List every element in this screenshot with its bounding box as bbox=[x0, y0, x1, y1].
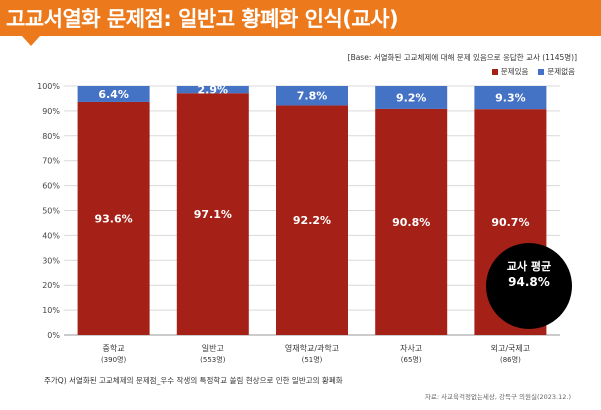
y-tick-label: 10% bbox=[42, 306, 60, 315]
x-category-label: 자사고 bbox=[400, 344, 422, 353]
y-tick-label: 30% bbox=[42, 256, 60, 265]
y-tick-label: 80% bbox=[42, 132, 60, 141]
bar-problem bbox=[276, 105, 348, 335]
page-title: 고교서열화 문제점: 일반고 황폐화 인식(교사) bbox=[6, 7, 399, 31]
x-category-label: 중학교 bbox=[103, 343, 125, 353]
legend-item-no-problem: 문제없음 bbox=[538, 66, 575, 77]
bar-problem bbox=[77, 101, 150, 335]
y-tick-label: 90% bbox=[42, 107, 60, 116]
title-banner: 고교서열화 문제점: 일반고 황폐화 인식(교사) bbox=[0, 0, 601, 36]
source-note: 자료: 사교육걱정없는세상, 강득구 의원실(2023.12.) bbox=[424, 393, 571, 401]
bar-no-problem bbox=[77, 86, 150, 102]
legend-label-problem: 문제있음 bbox=[500, 67, 529, 76]
data-label-no-problem: 2.9% bbox=[198, 84, 229, 97]
bar-no-problem bbox=[276, 86, 348, 106]
banner-notch bbox=[22, 36, 40, 46]
bar-no-problem bbox=[176, 86, 249, 94]
data-label-no-problem: 7.8% bbox=[297, 90, 328, 103]
legend-swatch-problem bbox=[491, 68, 498, 75]
legend-label-no-problem: 문제없음 bbox=[547, 67, 575, 76]
data-label-problem: 90.7% bbox=[491, 216, 529, 229]
bar-no-problem bbox=[474, 86, 547, 110]
x-category-count: (51명) bbox=[302, 355, 323, 364]
legend-item-problem: 문제있음 bbox=[491, 66, 529, 77]
data-label-no-problem: 6.4% bbox=[98, 88, 129, 101]
bar-no-problem bbox=[375, 86, 448, 109]
average-value: 94.8% bbox=[508, 275, 550, 289]
data-label-problem: 90.8% bbox=[392, 216, 430, 229]
x-category-count: (553명) bbox=[200, 355, 226, 364]
average-badge: 교사 평균 94.8% bbox=[486, 243, 572, 329]
chart-legend: 문제있음 문제없음 bbox=[491, 66, 575, 77]
legend-swatch-no-problem bbox=[538, 68, 545, 75]
x-category-label: 영재학교/과학고 bbox=[285, 343, 339, 353]
question-footnote: 주가Q) 서열화된 고교체제의 문제점_우수 작생의 특정학교 쏠림 현상으로 … bbox=[44, 376, 343, 385]
data-label-problem: 92.2% bbox=[293, 214, 331, 227]
y-tick-label: 40% bbox=[42, 231, 60, 240]
y-tick-label: 70% bbox=[42, 157, 60, 166]
y-tick-label: 20% bbox=[42, 281, 60, 290]
bar-problem bbox=[375, 108, 448, 336]
bar-problem bbox=[176, 93, 249, 335]
x-category-count: (86명) bbox=[500, 355, 521, 364]
y-tick-label: 0% bbox=[47, 331, 60, 340]
y-tick-label: 100% bbox=[37, 82, 60, 91]
x-category-label: 일반고 bbox=[202, 344, 224, 353]
data-label-problem: 97.1% bbox=[194, 208, 232, 221]
base-note: [Base: 서열화된 고교체제에 대해 문제 있음으로 응답한 교사 (114… bbox=[347, 53, 577, 62]
x-category-count: (65명) bbox=[401, 355, 422, 364]
y-tick-label: 60% bbox=[42, 182, 60, 191]
x-category-count: (390명) bbox=[101, 355, 127, 364]
data-label-no-problem: 9.2% bbox=[396, 91, 427, 104]
average-label: 교사 평균 bbox=[506, 260, 552, 273]
data-label-no-problem: 9.3% bbox=[495, 92, 526, 105]
y-tick-label: 50% bbox=[42, 207, 60, 216]
data-label-problem: 93.6% bbox=[95, 212, 133, 225]
x-category-label: 외고/국제고 bbox=[491, 343, 531, 353]
